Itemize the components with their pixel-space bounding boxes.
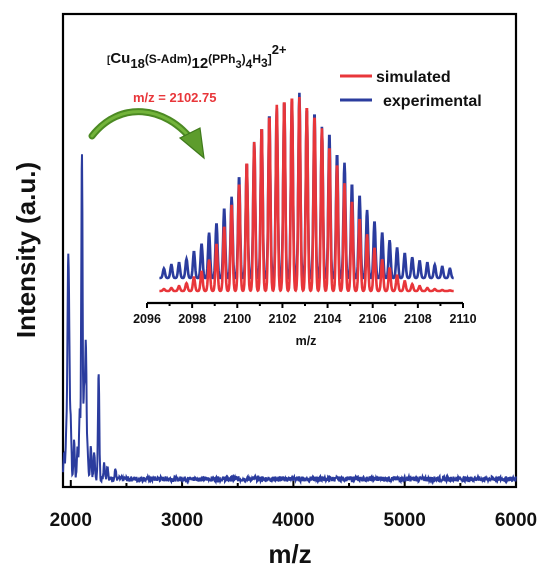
formula-mid4: H bbox=[252, 52, 261, 66]
main-x-tick-label-6000: 6000 bbox=[495, 510, 537, 531]
main-x-ticks: 2000 3000 4000 5000 6000 bbox=[50, 480, 537, 531]
inset-x-axis-title: m/z bbox=[296, 334, 317, 348]
mz-annotation: m/z = 2102.75 bbox=[133, 90, 216, 105]
main-x-axis-title: m/z bbox=[268, 539, 311, 569]
formula-sub5: 3 bbox=[261, 56, 268, 70]
inset-plot: 2096 2098 2100 2102 2104 2106 2108 2110 m/z bbox=[133, 92, 477, 348]
formula-main: Cu bbox=[110, 50, 130, 67]
main-spectrum-line bbox=[62, 154, 517, 486]
main-plot-frame bbox=[61, 12, 518, 489]
formula-mid: (S-Adm) bbox=[145, 52, 192, 66]
formula-mid3: ) bbox=[242, 52, 246, 66]
inset-x-tick-label-2100: 2100 bbox=[223, 312, 251, 326]
legend-experimental-label: experimental bbox=[383, 93, 482, 110]
legend-simulated-label: simulated bbox=[376, 69, 451, 86]
green-arrow-icon bbox=[88, 108, 205, 160]
formula-bracket-close: ] bbox=[268, 52, 272, 66]
formula-sub1: 18 bbox=[130, 56, 144, 71]
formula-charge: 2+ bbox=[272, 42, 287, 57]
legend: simulated experimental bbox=[340, 69, 482, 110]
inset-x-tick-label-2096: 2096 bbox=[133, 312, 161, 326]
inset-x-tick-label-2104: 2104 bbox=[314, 312, 342, 326]
main-x-tick-label-4000: 4000 bbox=[272, 510, 314, 531]
formula-sub3: 3 bbox=[236, 59, 242, 71]
formula-mid2: (PPh bbox=[208, 52, 235, 66]
formula-sub4: 4 bbox=[246, 57, 253, 71]
inset-x-tick-label-2106: 2106 bbox=[359, 312, 387, 326]
inset-x-tick-label-2102: 2102 bbox=[269, 312, 297, 326]
inset-x-ticks: 2096 2098 2100 2102 2104 2106 2108 2110 bbox=[133, 303, 477, 326]
inset-simulated-line bbox=[159, 96, 454, 293]
main-x-tick-label-3000: 3000 bbox=[161, 510, 203, 531]
main-x-tick-label-2000: 2000 bbox=[50, 510, 92, 531]
formula-bracket-open: [ bbox=[107, 55, 111, 66]
inset-x-tick-label-2110: 2110 bbox=[449, 312, 476, 326]
formula-sub2: 12 bbox=[191, 55, 208, 72]
formula-label: [Cu18(S-Adm)12(PPh3)4H3]2+ bbox=[107, 42, 287, 72]
main-y-axis-title: Intensity (a.u.) bbox=[11, 162, 41, 338]
inset-x-tick-label-2108: 2108 bbox=[404, 312, 432, 326]
inset-x-tick-label-2098: 2098 bbox=[178, 312, 206, 326]
main-x-tick-label-5000: 5000 bbox=[384, 510, 426, 531]
